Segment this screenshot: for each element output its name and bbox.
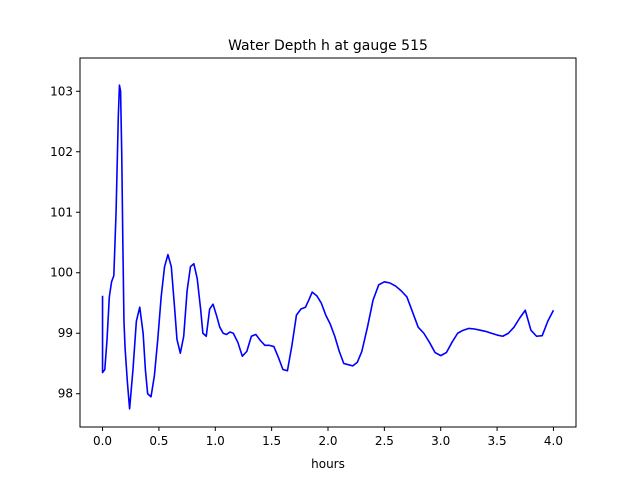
x-tick-label: 2.0 — [318, 434, 337, 448]
x-tick-label: 1.0 — [206, 434, 225, 448]
x-tick-label: 0.5 — [149, 434, 168, 448]
chart-title: Water Depth h at gauge 515 — [228, 38, 428, 54]
plot-background — [80, 58, 576, 427]
x-tick-label: 3.5 — [488, 434, 507, 448]
x-tick-label: 3.0 — [431, 434, 450, 448]
plot-area — [79, 57, 577, 428]
x-tick-label: 4.0 — [544, 434, 563, 448]
y-axis-ticks: 98 99 100 101 102 103 — [50, 84, 80, 401]
y-tick-label: 100 — [50, 266, 73, 280]
y-tick-label: 103 — [50, 84, 73, 98]
y-tick-label: 102 — [50, 145, 73, 159]
series-line-0 — [101, 84, 555, 410]
x-axis-label: hours — [311, 457, 345, 471]
y-tick-label: 101 — [50, 205, 73, 219]
x-axis-ticks: 0.0 0.5 1.0 1.5 2.0 2.5 3.0 3.5 4.0 — [93, 427, 563, 448]
x-tick-label: 0.0 — [93, 434, 112, 448]
y-tick-label: 99 — [58, 326, 73, 340]
x-tick-label: 1.5 — [262, 434, 281, 448]
series-layer — [101, 84, 555, 410]
x-tick-label: 2.5 — [375, 434, 394, 448]
y-tick-label: 98 — [58, 387, 73, 401]
